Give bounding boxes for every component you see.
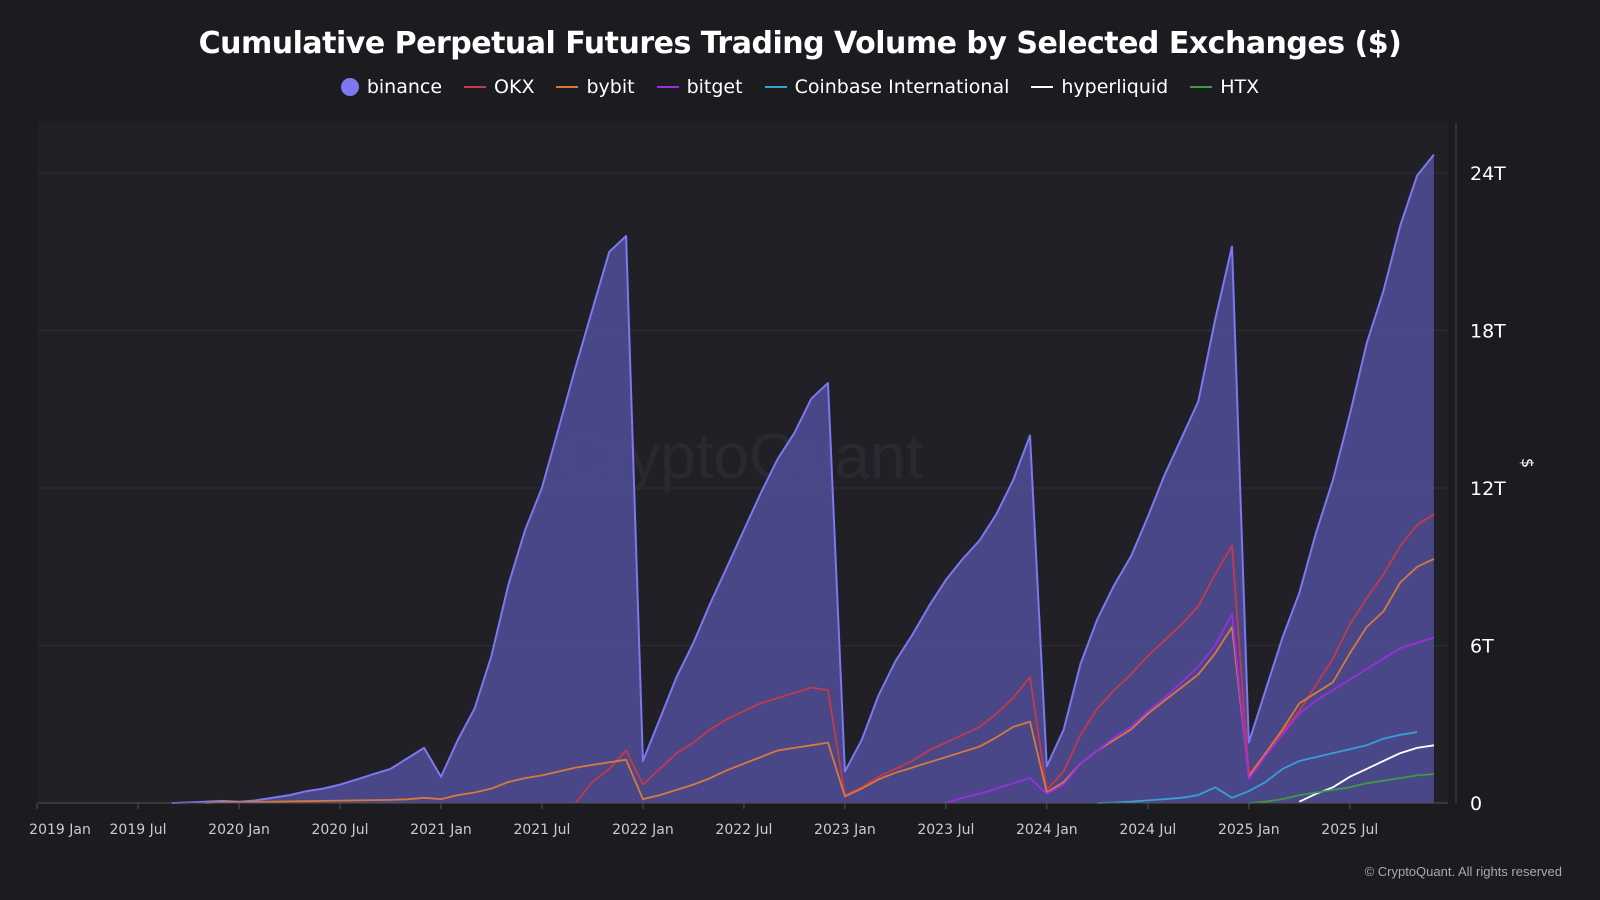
series-line-coinbase-international[interactable] xyxy=(1097,731,1418,804)
y-tick-label: 24T xyxy=(1470,163,1506,185)
legend-item-coinbase-international[interactable]: Coinbase International xyxy=(764,76,1010,98)
legend-label: hyperliquid xyxy=(1061,76,1169,98)
x-tick-label: 2019 Jan xyxy=(29,822,91,838)
legend-swatch xyxy=(340,78,359,96)
legend-swatch xyxy=(656,86,679,88)
series-area-binance xyxy=(171,154,1434,804)
x-tick-label: 2024 Jul xyxy=(1119,822,1176,838)
series-line-bybit[interactable] xyxy=(205,558,1435,804)
legend-item-binance[interactable]: binance xyxy=(340,76,443,98)
legend-item-htx[interactable]: HTX xyxy=(1190,76,1259,98)
series-line-htx[interactable] xyxy=(1248,773,1434,804)
x-tick-label: 2020 Jul xyxy=(311,822,368,838)
y-tick-label: 18T xyxy=(1470,321,1506,343)
legend-label: bybit xyxy=(586,76,635,98)
y-axis-label: $ xyxy=(1518,458,1537,468)
series-line-binance[interactable] xyxy=(171,153,1435,804)
y-tick-label: 0 xyxy=(1470,793,1482,815)
x-tick-label: 2023 Jul xyxy=(917,822,974,838)
legend: binance OKX bybit bitget Coinbase Internatio… xyxy=(0,76,1600,98)
legend-label: Coinbase International xyxy=(794,76,1010,98)
legend-swatch xyxy=(1031,86,1054,88)
x-tick-label: 2022 Jul xyxy=(715,822,772,838)
x-tick-label: 2024 Jan xyxy=(1016,822,1078,838)
series-line-okx[interactable] xyxy=(574,513,1435,804)
chart-title: Cumulative Perpetual Futures Trading Vol… xyxy=(198,26,1402,61)
legend-swatch xyxy=(764,86,787,88)
x-tick-label: 2025 Jan xyxy=(1218,822,1280,838)
x-tick-label: 2019 Jul xyxy=(110,822,167,838)
legend-item-bybit[interactable]: bybit xyxy=(556,76,635,98)
legend-label: HTX xyxy=(1220,76,1260,98)
legend-label: bitget xyxy=(686,76,743,98)
legend-label: binance xyxy=(366,76,443,98)
series-line-bitget[interactable] xyxy=(945,613,1435,804)
y-tick-label: 6T xyxy=(1470,636,1494,658)
legend-swatch xyxy=(1190,86,1213,88)
x-tick-label: 2025 Jul xyxy=(1321,822,1378,838)
x-tick-label: 2023 Jan xyxy=(814,822,876,838)
x-tick-label: 2021 Jan xyxy=(410,822,472,838)
x-tick-label: 2021 Jul xyxy=(513,822,570,838)
legend-item-okx[interactable]: OKX xyxy=(464,76,534,98)
legend-item-bitget[interactable]: bitget xyxy=(656,76,743,98)
legend-swatch xyxy=(464,86,487,88)
legend-item-hyperliquid[interactable]: hyperliquid xyxy=(1031,76,1168,98)
copyright: © CryptoQuant. All rights reserved xyxy=(1364,864,1562,879)
legend-label: OKX xyxy=(494,76,535,98)
legend-swatch xyxy=(556,86,579,88)
y-tick-label: 12T xyxy=(1470,478,1506,500)
x-tick-label: 2022 Jan xyxy=(612,822,674,838)
x-tick-label: 2020 Jan xyxy=(208,822,270,838)
